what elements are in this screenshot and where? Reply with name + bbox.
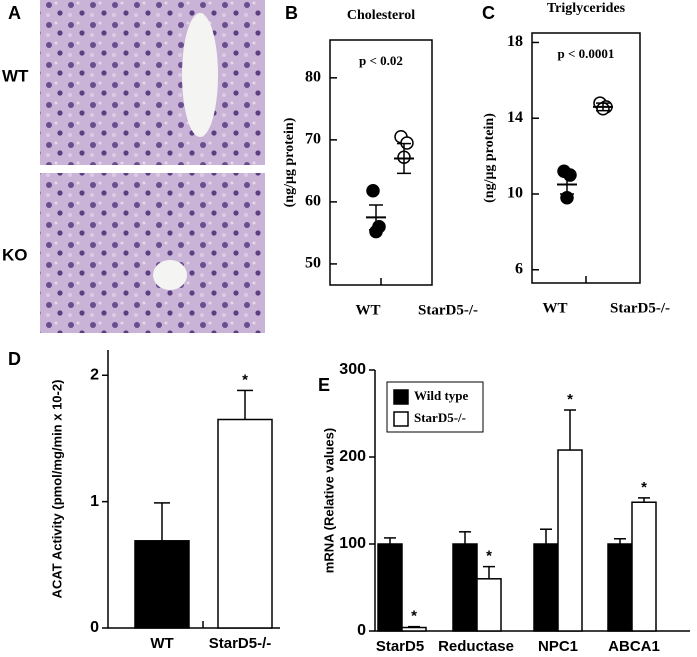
y-axis-label: mRNA (Relative values) <box>321 428 336 573</box>
x-tick-label: StarD5 <box>376 638 424 655</box>
y-tick-label: 80 <box>305 69 321 86</box>
x-tick-label: StarD5-/- <box>418 302 478 318</box>
p-value: p < 0.0001 <box>558 46 615 61</box>
bar <box>134 540 190 629</box>
legend-swatch <box>393 411 409 427</box>
significance: * <box>242 371 248 388</box>
x-tick-label: Reductase <box>438 638 514 655</box>
panel-label: D <box>8 349 21 369</box>
x-tick-label: WT <box>150 635 173 652</box>
y-tick-label: 1 <box>90 493 99 510</box>
significance: * <box>486 548 492 565</box>
vessel <box>153 260 187 290</box>
legend-swatch <box>393 389 409 405</box>
y-tick-label: 50 <box>305 255 321 272</box>
bar <box>377 543 403 632</box>
x-tick-label: StarD5-/- <box>209 635 272 652</box>
x-tick-label: WT <box>355 302 380 318</box>
panel-label: B <box>285 3 298 23</box>
histology-image <box>40 173 265 333</box>
panel-label: E <box>318 375 330 395</box>
legend-label: StarD5-/- <box>414 410 466 425</box>
bar <box>217 418 273 629</box>
y-tick-label: 6 <box>515 260 523 277</box>
y-tick-label: 10 <box>507 185 523 202</box>
histology-image <box>40 0 265 165</box>
y-tick-label: 60 <box>305 193 321 210</box>
bar <box>401 626 427 632</box>
bar <box>557 449 583 632</box>
bar <box>607 543 633 632</box>
chart-title: Triglycerides <box>547 1 626 16</box>
bar <box>476 578 502 632</box>
y-tick-label: 18 <box>507 33 523 50</box>
row-label: KO <box>2 245 28 264</box>
y-axis-label: ACAT Activity (pmol/mg/min x 10-2) <box>49 380 64 599</box>
y-tick-label: 0 <box>357 622 366 639</box>
x-tick-label: WT <box>542 300 567 316</box>
panel-label: A <box>8 3 21 23</box>
y-tick-label: 14 <box>507 109 523 126</box>
y-tick-label: 100 <box>339 535 366 552</box>
y-axis-label: (ng/μg protein) <box>282 117 297 207</box>
plot-frame <box>329 39 433 286</box>
x-tick-label: ABCA1 <box>608 638 660 655</box>
legend-frame <box>386 381 484 433</box>
significance: * <box>567 391 573 408</box>
bar <box>533 543 559 632</box>
data-point <box>366 183 380 198</box>
bar <box>452 543 478 632</box>
chart-title: Cholesterol <box>347 8 415 23</box>
plot-frame <box>531 32 641 284</box>
y-tick-label: 200 <box>339 448 366 465</box>
significance: * <box>411 608 417 625</box>
y-tick-label: 300 <box>339 361 366 378</box>
p-value: p < 0.02 <box>359 53 403 68</box>
y-axis-label: (ng/μg protein) <box>482 113 497 203</box>
x-tick-label: NPC1 <box>538 638 578 655</box>
y-tick-label: 70 <box>305 131 321 148</box>
panel-label: C <box>482 3 495 23</box>
row-label: WT <box>2 66 29 85</box>
vessel <box>182 13 218 137</box>
x-tick-label: StarD5-/- <box>610 300 670 316</box>
bar <box>631 501 657 632</box>
significance: * <box>641 479 647 496</box>
legend-label: Wild type <box>414 388 469 403</box>
y-tick-label: 0 <box>90 619 99 636</box>
y-tick-label: 2 <box>90 366 99 383</box>
